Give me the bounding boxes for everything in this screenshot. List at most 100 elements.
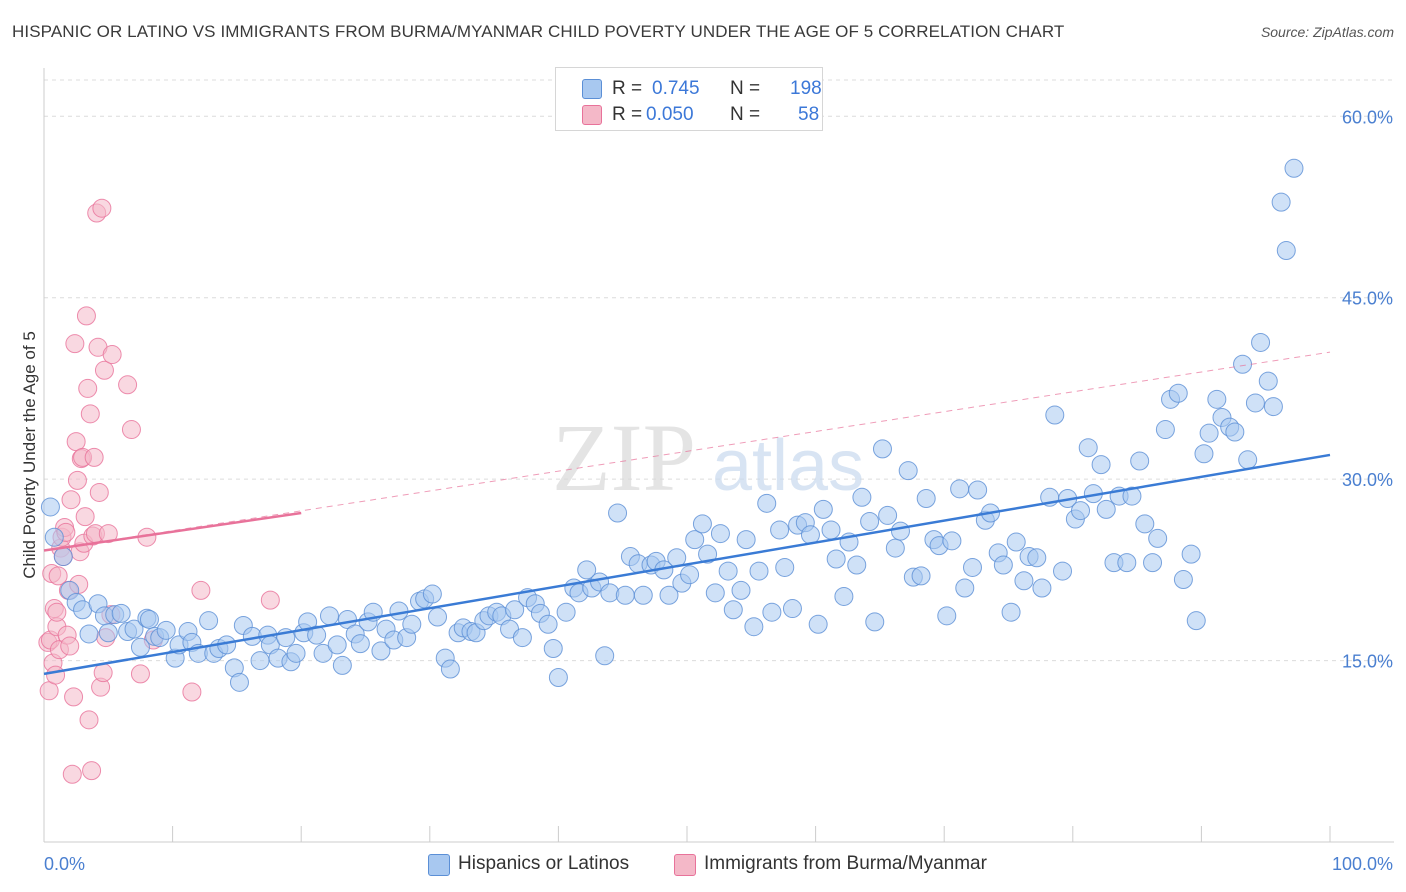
hispanics-point xyxy=(698,544,718,564)
burma-point xyxy=(260,590,280,610)
burma-point xyxy=(79,710,99,730)
hispanics-point xyxy=(1225,422,1245,442)
burma-trend-extension xyxy=(43,351,1331,551)
x-tick-labels: 0.0% 100.0% xyxy=(44,854,1393,874)
hispanics-point xyxy=(1155,420,1175,440)
hispanics-trend-line xyxy=(43,453,1331,676)
hispanics-point xyxy=(736,530,756,550)
legend-r-label: R = xyxy=(612,78,643,99)
hispanics-point xyxy=(757,493,777,513)
hispanics-point xyxy=(1014,571,1034,591)
hispanics-point xyxy=(298,612,318,632)
hispanics-point xyxy=(1258,371,1278,391)
y-tick-label: 30.0% xyxy=(1342,470,1393,490)
hispanics-point xyxy=(332,655,352,675)
hispanics-point xyxy=(749,561,769,581)
stats-legend: R = 0.745 N = 198 R = 0.050 N = 58 xyxy=(555,67,823,131)
bottom-legend-label: Immigrants from Burma/Myanmar xyxy=(704,853,987,874)
x-tick-label: 100.0% xyxy=(1332,854,1393,874)
hispanics-point xyxy=(916,488,936,508)
bottom-legend-swatch-blue xyxy=(428,854,450,876)
hispanics-point xyxy=(770,520,790,540)
hispanics-point xyxy=(1027,548,1047,568)
hispanics-point xyxy=(1130,451,1150,471)
hispanics-point xyxy=(1173,570,1193,590)
hispanics-point xyxy=(1045,405,1065,425)
watermark: ZIP atlas xyxy=(552,404,864,511)
hispanics-point xyxy=(731,580,751,600)
y-tick-label: 45.0% xyxy=(1342,289,1393,309)
hispanics-point xyxy=(744,617,764,637)
burma-point xyxy=(118,375,138,395)
burma-point xyxy=(93,663,113,683)
burma-point xyxy=(67,470,87,490)
hispanics-point xyxy=(775,557,795,577)
y-tick-label: 60.0% xyxy=(1342,107,1393,127)
hispanics-point xyxy=(1199,423,1219,443)
legend-n-value: 58 xyxy=(798,104,820,125)
hispanics-point xyxy=(878,505,898,525)
hispanics-point xyxy=(1096,499,1116,519)
burma-point xyxy=(75,507,95,527)
hispanics-point xyxy=(538,614,558,634)
burma-point xyxy=(121,420,141,440)
hispanics-point xyxy=(1186,611,1206,631)
hispanics-point xyxy=(1006,532,1026,552)
hispanics-point xyxy=(1122,486,1142,506)
legend-swatch-pink xyxy=(582,105,602,125)
hispanics-point xyxy=(79,624,99,644)
axes xyxy=(43,68,1394,843)
y-tick-labels: 15.0% 30.0% 45.0% 60.0% xyxy=(1342,107,1393,671)
burma-point xyxy=(191,580,211,600)
hispanics-point xyxy=(847,555,867,575)
burma-point xyxy=(92,198,112,218)
series-immigrants-burma-points xyxy=(38,198,280,784)
hispanics-point xyxy=(1143,553,1163,573)
hispanics-point xyxy=(156,620,176,640)
hispanics-point xyxy=(968,480,988,500)
hispanics-point xyxy=(1168,383,1188,403)
burma-point xyxy=(60,636,80,656)
hispanics-point xyxy=(1284,158,1304,178)
bottom-legend-label: Hispanics or Latinos xyxy=(458,853,630,874)
hispanics-point xyxy=(440,659,460,679)
hispanics-point xyxy=(1271,192,1291,212)
hispanics-point xyxy=(633,585,653,605)
hispanics-point xyxy=(937,606,957,626)
hispanics-point xyxy=(371,641,391,661)
hispanics-point xyxy=(1148,528,1168,548)
burma-point xyxy=(61,490,81,510)
hispanics-point xyxy=(307,625,327,645)
legend-n-label: N = xyxy=(730,78,761,99)
hispanics-point xyxy=(556,602,576,622)
y-axis-label: Child Poverty Under the Age of 5 xyxy=(20,331,39,579)
hispanics-point xyxy=(710,524,730,544)
hispanics-point xyxy=(44,527,64,547)
hispanics-point xyxy=(692,514,712,534)
burma-point xyxy=(130,664,150,684)
hispanics-point xyxy=(608,503,628,523)
hispanics-point xyxy=(53,547,73,567)
legend-r-value: 0.745 xyxy=(652,78,700,99)
hispanics-point xyxy=(865,612,885,632)
hispanics-point xyxy=(942,531,962,551)
hispanics-point xyxy=(1233,354,1253,374)
hispanics-point xyxy=(993,555,1013,575)
burma-point xyxy=(65,334,85,354)
bottom-legend-swatch-pink xyxy=(674,854,696,876)
hispanics-point xyxy=(718,561,738,581)
hispanics-point xyxy=(762,602,782,622)
hispanics-point xyxy=(898,461,918,481)
burma-point xyxy=(94,360,114,380)
hispanics-point xyxy=(543,638,563,658)
hispanics-point xyxy=(505,600,525,620)
hispanics-point xyxy=(327,635,347,655)
hispanics-point xyxy=(402,614,422,634)
burma-trend-line xyxy=(43,511,302,552)
burma-point xyxy=(80,404,100,424)
hispanics-point xyxy=(428,607,448,627)
hispanics-point xyxy=(1078,438,1098,458)
hispanics-point xyxy=(199,611,219,631)
hispanics-point xyxy=(1207,389,1227,409)
